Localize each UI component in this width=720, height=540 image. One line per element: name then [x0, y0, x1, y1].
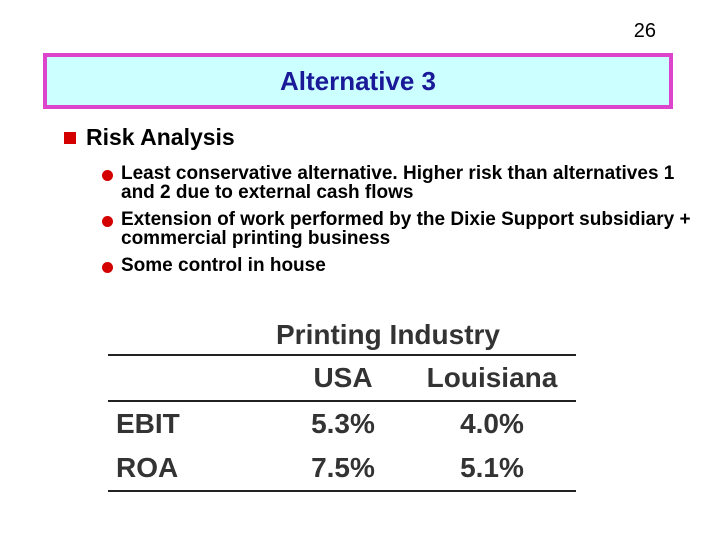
- cell-louisiana: 5.1%: [460, 452, 524, 483]
- table-rule-mid: [108, 400, 576, 402]
- table-header-row: USA Louisiana: [108, 356, 576, 400]
- cell-louisiana: 4.0%: [460, 408, 524, 439]
- bullet-list: Least conservative alternative. Higher r…: [102, 164, 702, 283]
- page-number: 26: [633, 20, 656, 42]
- row-label: EBIT: [116, 408, 180, 439]
- cell-usa: 5.3%: [311, 408, 375, 439]
- bullet-text: Extension of work performed by the Dixie…: [121, 209, 691, 249]
- section-heading: Risk Analysis: [64, 124, 235, 151]
- table-row: ROA 7.5% 5.1%: [108, 446, 576, 490]
- round-bullet-icon: [102, 262, 113, 273]
- round-bullet-icon: [102, 216, 113, 227]
- column-header-usa: USA: [313, 362, 373, 393]
- table-title: Printing Industry: [276, 319, 500, 350]
- round-bullet-icon: [102, 170, 113, 181]
- slide-title: Alternative 3: [279, 65, 437, 96]
- table-rule-top: [108, 354, 576, 356]
- bullet-text: Some control in house: [121, 255, 326, 276]
- row-label: ROA: [116, 452, 179, 483]
- cell-usa: 7.5%: [311, 452, 375, 483]
- list-item: Some control in house: [102, 256, 702, 275]
- industry-table: Printing Industry USA Louisiana EBIT 5.3…: [108, 316, 576, 492]
- section-label: Risk Analysis: [86, 124, 235, 150]
- column-header-louisiana: Louisiana: [426, 362, 558, 393]
- bullet-text: Least conservative alternative. Higher r…: [121, 163, 675, 203]
- title-box: Alternative 3: [43, 53, 673, 109]
- square-bullet-icon: [64, 131, 76, 144]
- table-rule-bottom: [108, 490, 576, 492]
- table-row: EBIT 5.3% 4.0%: [108, 402, 576, 446]
- list-item: Extension of work performed by the Dixie…: [102, 210, 702, 248]
- list-item: Least conservative alternative. Higher r…: [102, 164, 702, 202]
